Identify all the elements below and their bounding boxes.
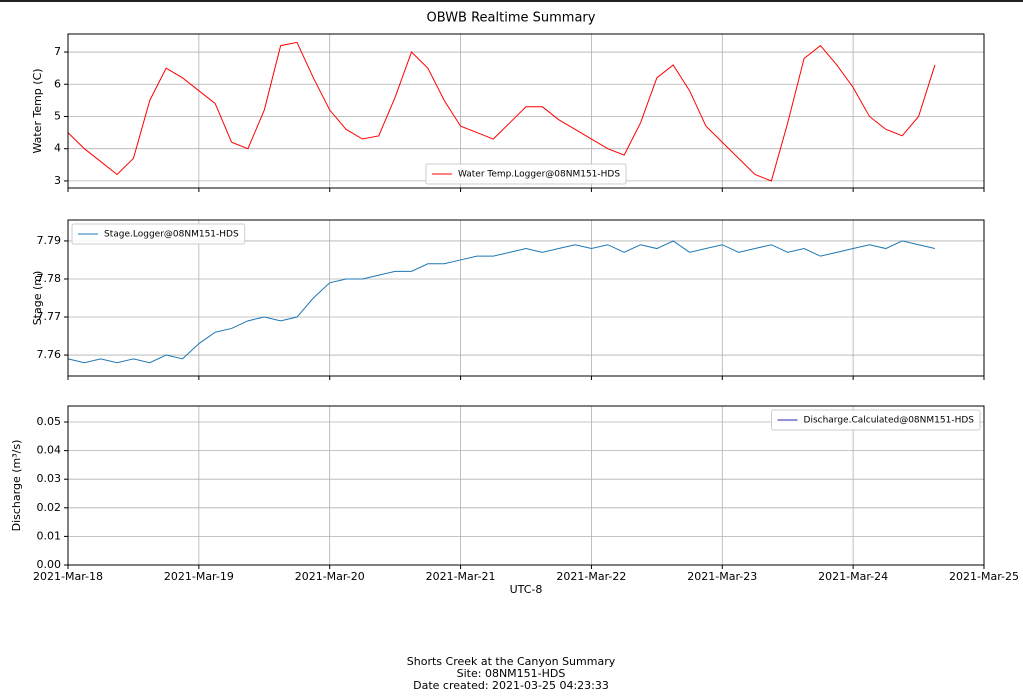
- y-axis-label: Discharge (m³/s): [10, 440, 23, 532]
- footer-line: Site: 08NM151-HDS: [457, 667, 566, 680]
- legend: Water Temp.Logger@08NM151-HDS: [425, 163, 627, 185]
- x-tick-label: 2021-Mar-24: [818, 570, 888, 583]
- y-tick-label: 0.05: [37, 415, 62, 428]
- data-line: [67, 41, 936, 182]
- x-tick-label: 2021-Mar-20: [295, 570, 365, 583]
- y-axis-label: Water Temp (C): [31, 68, 44, 153]
- x-tick-label: 2021-Mar-19: [164, 570, 234, 583]
- legend: Discharge.Calculated@08NM151-HDS: [771, 409, 981, 431]
- legend-label: Discharge.Calculated@08NM151-HDS: [804, 416, 975, 426]
- y-tick-label: 7.79: [37, 234, 62, 247]
- plot-frame: [67, 405, 985, 566]
- legend-label: Water Temp.Logger@08NM151-HDS: [458, 170, 620, 180]
- y-tick-label: 7: [54, 45, 61, 58]
- x-tick-label: 2021-Mar-23: [687, 570, 757, 583]
- y-tick-label: 3: [54, 174, 61, 187]
- x-tick-label: 2021-Mar-21: [426, 570, 496, 583]
- y-tick-label: 0.03: [37, 472, 62, 485]
- footer-line: Date created: 2021-03-25 04:23:33: [413, 679, 609, 692]
- x-tick-label: 2021-Mar-18: [33, 570, 103, 583]
- y-tick-label: 0.04: [37, 444, 62, 457]
- y-tick-label: 5: [54, 109, 61, 122]
- y-tick-label: 4: [54, 142, 61, 155]
- x-axis-label: UTC-8: [510, 583, 543, 596]
- y-tick-label: 0.02: [37, 501, 62, 514]
- y-tick-label: 7.78: [37, 272, 62, 285]
- figure-title: OBWB Realtime Summary: [427, 11, 596, 26]
- y-tick-label: 7.77: [37, 310, 62, 323]
- legend-box: [71, 223, 246, 245]
- plot-frame: [67, 33, 985, 189]
- x-tick-label: 2021-Mar-25: [949, 570, 1019, 583]
- data-line: [67, 240, 936, 364]
- x-tick-label: 2021-Mar-22: [556, 570, 626, 583]
- plot-frame: [67, 219, 985, 377]
- footer-line: Shorts Creek at the Canyon Summary: [407, 655, 616, 668]
- y-tick-label: 7.76: [37, 348, 62, 361]
- top-border: [0, 0, 1023, 2]
- legend-box: [425, 163, 627, 185]
- y-tick-label: 0.00: [37, 558, 62, 571]
- legend-box: [771, 409, 981, 431]
- y-tick-label: 6: [54, 77, 61, 90]
- legend-label: Stage.Logger@08NM151-HDS: [104, 230, 239, 240]
- legend: Stage.Logger@08NM151-HDS: [71, 223, 246, 245]
- y-tick-label: 0.01: [37, 529, 62, 542]
- y-axis-label: Stage (m): [31, 271, 44, 326]
